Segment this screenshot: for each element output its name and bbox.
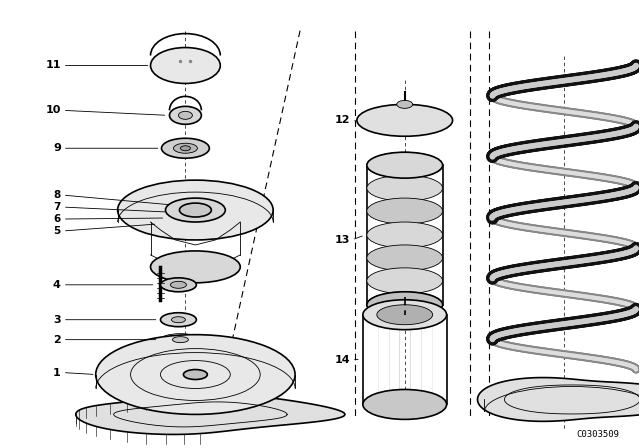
Text: 14: 14 <box>334 354 350 365</box>
Ellipse shape <box>367 152 443 178</box>
Ellipse shape <box>170 106 202 124</box>
Ellipse shape <box>172 336 188 343</box>
Text: 11: 11 <box>45 60 61 70</box>
Ellipse shape <box>170 281 186 289</box>
Text: 6: 6 <box>54 214 61 224</box>
Ellipse shape <box>150 251 240 283</box>
Text: 1: 1 <box>53 367 61 378</box>
Ellipse shape <box>161 138 209 158</box>
Ellipse shape <box>367 292 443 318</box>
Ellipse shape <box>367 245 443 271</box>
Ellipse shape <box>367 268 443 294</box>
Text: 2: 2 <box>53 335 61 345</box>
Ellipse shape <box>367 292 443 318</box>
Polygon shape <box>76 394 345 435</box>
Ellipse shape <box>118 180 273 240</box>
Ellipse shape <box>161 313 196 327</box>
Text: 5: 5 <box>54 226 61 236</box>
Ellipse shape <box>166 198 225 222</box>
Ellipse shape <box>96 335 295 414</box>
Text: 10: 10 <box>45 105 61 115</box>
Ellipse shape <box>179 203 211 217</box>
Ellipse shape <box>179 112 193 119</box>
Text: 7: 7 <box>53 202 61 212</box>
Ellipse shape <box>397 100 413 108</box>
Ellipse shape <box>150 47 220 83</box>
Ellipse shape <box>363 389 447 419</box>
Ellipse shape <box>357 104 452 136</box>
Ellipse shape <box>184 370 207 379</box>
Ellipse shape <box>363 300 447 330</box>
Text: 12: 12 <box>335 115 350 125</box>
Ellipse shape <box>161 334 200 345</box>
Ellipse shape <box>367 152 443 178</box>
Ellipse shape <box>180 146 191 151</box>
Text: 4: 4 <box>53 280 61 290</box>
Text: C0303509: C0303509 <box>576 430 619 439</box>
Ellipse shape <box>367 175 443 201</box>
Ellipse shape <box>377 305 433 325</box>
Text: 8: 8 <box>54 190 61 200</box>
Ellipse shape <box>367 198 443 224</box>
Text: 3: 3 <box>53 314 61 325</box>
Ellipse shape <box>173 143 197 153</box>
Text: 13: 13 <box>335 235 350 245</box>
Ellipse shape <box>172 317 186 323</box>
Ellipse shape <box>367 222 443 248</box>
Polygon shape <box>477 378 640 421</box>
Text: 9: 9 <box>53 143 61 153</box>
Ellipse shape <box>161 278 196 292</box>
